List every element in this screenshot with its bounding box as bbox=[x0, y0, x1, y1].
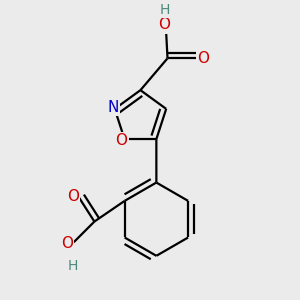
Text: O: O bbox=[67, 189, 79, 204]
Text: N: N bbox=[107, 100, 119, 115]
Text: O: O bbox=[158, 17, 170, 32]
Text: H: H bbox=[68, 259, 78, 273]
Text: O: O bbox=[115, 133, 127, 148]
Text: O: O bbox=[197, 51, 209, 66]
Text: O: O bbox=[61, 236, 73, 251]
Text: H: H bbox=[159, 3, 169, 16]
